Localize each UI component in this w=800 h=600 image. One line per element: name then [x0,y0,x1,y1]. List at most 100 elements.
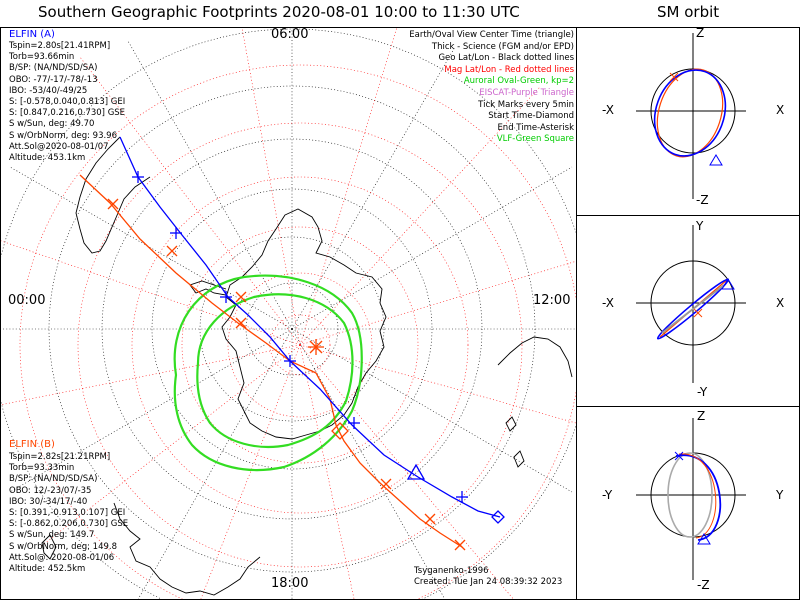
footer: Tsyganenko-1996 Created: Tue Jan 24 08:3… [414,566,562,588]
elfin-a-triangle [406,463,426,480]
elfin-a-start-diamond [491,510,505,524]
elfin-a-triangle [721,278,735,290]
elfin-a-line: IBO: -53/40/-49/25 [9,85,88,96]
elfin-b-start-diamond [331,422,349,440]
elfin-b-line: Tspin=2.82s[21.21RPM] [9,452,111,462]
elfin-b-track [79,174,466,551]
elfin-b-header: ELFIN (B) [9,439,55,450]
elfin-b-orbit [656,68,724,158]
mag-grid [1,28,576,599]
elfin-b-line: Torb=93.33min [9,463,75,474]
elfin-a-line: OBO: -77/-17/-78/-13 [9,74,98,85]
elfin-a-line: S: [0.847,0.216,0.730] GSE [9,108,126,119]
elfin-b-orbit [678,453,717,539]
mag-meridian [1,240,301,346]
geo-meridian [137,328,293,599]
elfin-a-orbit [675,454,722,541]
elfin-a-line: S: [-0.578,0.040,0.813] GEI [9,97,126,108]
elfin-a-params: Tspin=2.80s[21.41RPM] Torb=93.66min B/SP… [9,41,125,164]
elfin-b-params: Tspin=2.82s[21.21RPM] Torb=93.33min B/SP… [9,452,128,575]
elfin-a-path [119,136,501,518]
geo-meridian [291,328,573,493]
time-label-left: 00:00 [8,293,46,308]
orbit1-left-label: -X [602,103,614,117]
elfin-b-path [79,174,463,548]
orbit3-top-label: Z [697,409,706,423]
orbit3-right-label: Y [776,488,784,502]
south-america-coastline [75,136,151,254]
legend-item: Thick - Science (FGM and/or EPD) [431,41,574,52]
gray-orbit [661,284,725,334]
geo-lat-circle [151,188,433,470]
elfin-b-line: Altitude: 452.5km [9,564,86,575]
orbit1-right-label: X [776,103,785,117]
mag-meridian [39,344,301,548]
legend: Earth/Oval View Center Time (triangle) T… [409,30,574,146]
geo-meridian [127,40,293,330]
mag-lat-circle [131,176,469,514]
elfin-a-triangle [709,154,723,166]
elfin-b-line: S: [-0.862,0.206,0.730] GSE [9,519,129,530]
orbit2-top-label: Y [696,219,704,233]
mag-meridian [299,86,541,346]
australia-coastline [113,502,261,596]
geo-lat-circle [199,236,385,422]
page-title: Southern Geographic Footprints 2020-08-0… [38,3,520,21]
elfin-a-orbit [653,69,727,157]
legend-item: End Time-Asterisk [497,122,574,133]
time-label-bottom: 18:00 [271,576,309,591]
elfin-b-line: IBO: 30/-34/17/-40 [9,496,88,507]
elfin-a-header: ELFIN (A) [9,29,55,40]
legend-item: Geo Lat/Lon - Black dotted lines [438,53,574,64]
legend-item: Earth/Oval View Center Time (triangle) [409,30,574,40]
orbit1-bottom-label: -Z [696,193,709,207]
elfin-b-line: S w/Sun, deg: 149.7 [9,530,95,541]
model-label: Tsyganenko-1996 [414,566,489,576]
antarctica-coastline [221,208,387,440]
elfin-a-line: S w/Sun, deg: 49.70 [9,119,95,130]
legend-item: Mag Lat/Lon - Red dotted lines [444,64,574,75]
mag-meridian [299,260,576,346]
elfin-a-line: Altitude: 453.1km [9,153,86,164]
time-label-top: 06:00 [271,27,309,42]
auroral-oval-outer [173,274,363,472]
elfin-a-info: ELFIN (A) [9,28,55,41]
orbit2-left-label: -X [602,296,614,310]
mag-lat-circle [181,226,419,464]
africa-coastline [497,336,573,378]
gray-orbit [667,452,713,538]
new-zealand-coastline [41,534,57,560]
mag-meridian [200,344,301,599]
created-label: Created: Tue Jan 24 08:39:32 2023 [414,577,563,587]
island [513,450,525,468]
elfin-a-track [119,136,505,524]
orbit2-bottom-label: -Y [697,385,708,399]
geo-lat-circle [101,138,483,520]
antarctic-peninsula [189,280,237,306]
legend-item: VLF-Green Square [496,134,574,145]
orbit1-top-label: Z [696,26,705,40]
elfin-a-line: Torb=93.66min [9,52,75,63]
time-label-right: 12:00 [533,293,571,308]
mag-meridian [299,344,355,599]
orbit-diagram-xz [636,33,746,199]
elfin-b-line: S w/OrbNorm, deg: 149.8 [9,541,118,552]
auroral-oval [173,274,363,472]
orbit-diagram-xy [636,225,746,383]
geo-meridian [291,166,573,330]
mag-meridian [241,28,301,346]
mag-lat-circle [77,122,523,568]
orbit3-bottom-label: -Z [697,578,710,592]
elfin-a-line: B/SP: (NA/ND/SD/SA) [9,63,98,74]
orbit3-left-label: -Y [602,488,613,502]
mag-lat-circle [269,314,331,376]
elfin-b-line: B/SP: (NA/ND/SD/SA) [9,474,98,485]
mag-meridian [1,344,301,406]
elfin-a-line: Tspin=2.80s[21.41RPM] [9,41,111,51]
geo-meridian [291,328,446,599]
elfin-b-info: ELFIN (B) [9,438,55,451]
legend-item: EISCAT-Purple Triangle [479,87,574,98]
geo-meridian [9,166,293,330]
orbit-diagram-yz [636,418,746,580]
auroral-oval-inner [196,293,354,449]
